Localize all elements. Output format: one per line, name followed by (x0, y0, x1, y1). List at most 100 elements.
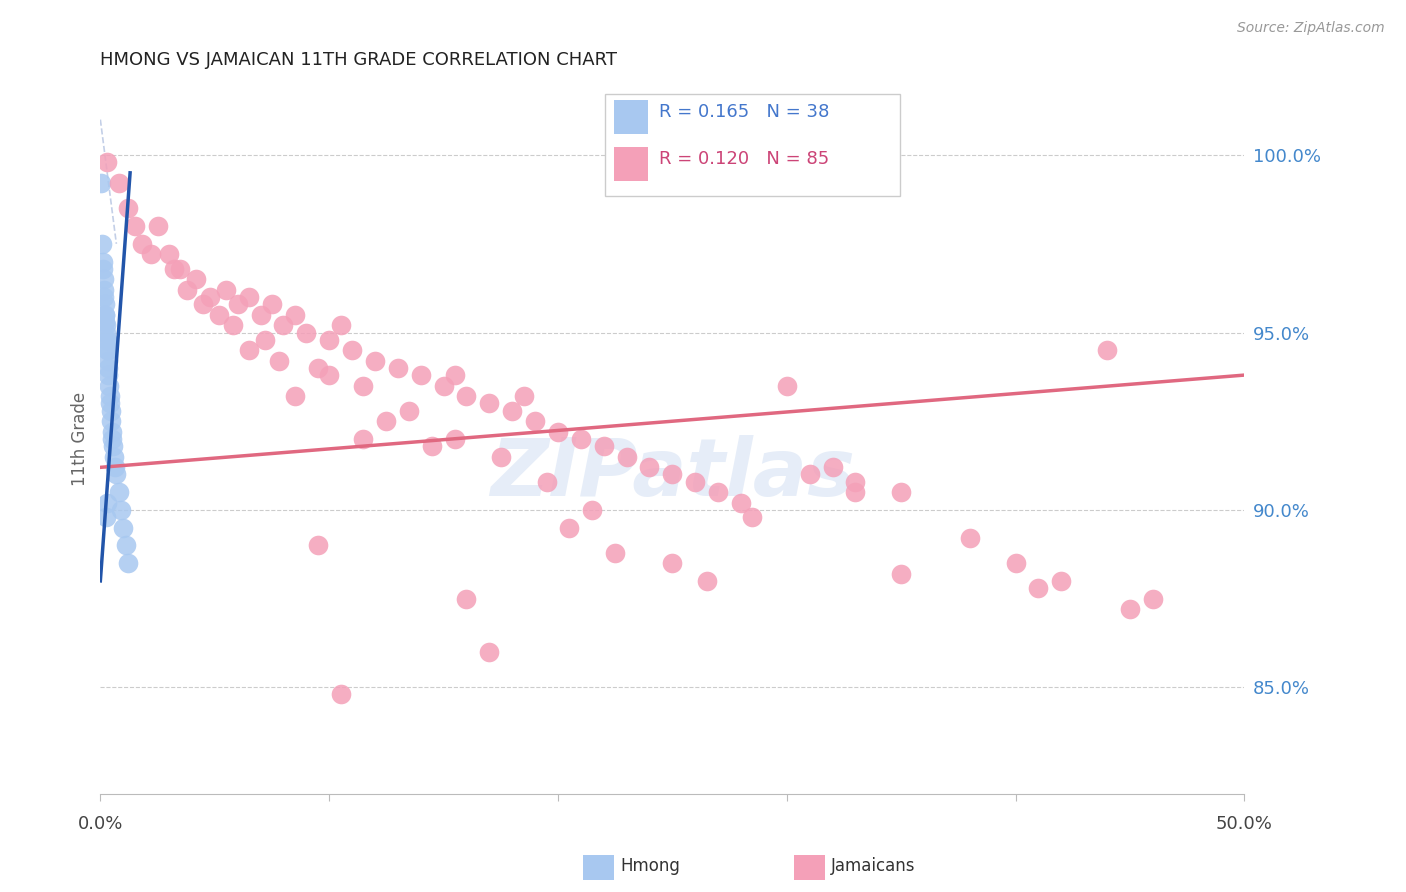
Point (353, 432, 375, 446)
Text: HMONG VS JAMAICAN 11TH GRADE CORRELATION CHART: HMONG VS JAMAICAN 11TH GRADE CORRELATION… (100, 51, 617, 69)
Point (97, 343, 120, 358)
Point (547, 425, 569, 439)
Point (96, 496, 118, 510)
Point (844, 485, 866, 500)
Point (409, 368, 432, 383)
Point (605, 545, 627, 559)
Point (157, 247, 180, 261)
Point (387, 361, 409, 376)
Point (101, 425, 124, 439)
Point (307, 538, 329, 552)
Point (776, 378, 799, 392)
Point (146, 219, 169, 233)
Point (117, 202, 139, 216)
Text: R = 0.165   N = 38: R = 0.165 N = 38 (659, 103, 830, 120)
Point (1050, 574, 1073, 588)
Point (226, 297, 249, 311)
Point (100, 414, 122, 428)
Point (821, 460, 844, 475)
Point (249, 308, 271, 322)
Point (260, 297, 283, 311)
Point (307, 361, 329, 376)
Text: Hmong: Hmong (620, 857, 681, 875)
Point (162, 261, 184, 276)
Point (353, 378, 375, 392)
Point (489, 450, 512, 464)
Point (318, 368, 340, 383)
Point (1119, 602, 1142, 616)
Point (96, 343, 118, 358)
Point (707, 485, 730, 500)
Point (329, 318, 352, 333)
Point (536, 475, 558, 489)
Point (398, 403, 420, 417)
Point (91, 236, 114, 251)
Point (741, 510, 763, 524)
Point (93, 290, 115, 304)
Point (295, 326, 318, 340)
Point (93, 283, 115, 297)
Point (94, 308, 117, 322)
Point (284, 308, 307, 322)
Point (104, 460, 127, 475)
Point (1142, 591, 1164, 606)
Point (592, 439, 614, 453)
Point (91, 261, 114, 276)
Point (524, 414, 547, 428)
Point (616, 450, 638, 464)
Point (98, 378, 121, 392)
Point (456, 389, 478, 403)
Point (318, 333, 340, 347)
Point (444, 432, 467, 446)
Point (169, 261, 191, 276)
Point (103, 450, 125, 464)
Point (844, 475, 866, 489)
Point (101, 439, 124, 453)
Point (661, 467, 683, 482)
Point (94, 326, 117, 340)
Point (478, 645, 501, 659)
Point (107, 177, 129, 191)
Point (101, 432, 124, 446)
Point (1095, 343, 1118, 358)
Point (890, 566, 912, 581)
Point (198, 290, 221, 304)
Point (107, 485, 129, 500)
Point (97, 368, 120, 383)
Point (1028, 581, 1050, 595)
Point (222, 318, 245, 333)
Y-axis label: 11th Grade: 11th Grade (72, 392, 89, 486)
Point (501, 403, 523, 417)
Point (364, 354, 387, 368)
Point (97, 361, 120, 376)
Point (456, 591, 478, 606)
Point (131, 236, 153, 251)
Point (91, 254, 114, 268)
Point (124, 219, 146, 233)
Point (98, 396, 121, 410)
Text: 0.0%: 0.0% (77, 815, 124, 833)
Point (94, 315, 117, 329)
Point (638, 460, 661, 475)
Text: R = 0.120   N = 85: R = 0.120 N = 85 (659, 150, 830, 168)
Point (112, 521, 135, 535)
Point (117, 556, 139, 570)
Point (890, 485, 912, 500)
Point (581, 503, 603, 517)
Point (512, 389, 534, 403)
Point (267, 354, 290, 368)
Point (186, 272, 208, 286)
Text: ZIPatlas: ZIPatlas (489, 435, 855, 514)
Point (193, 297, 215, 311)
Point (93, 272, 115, 286)
Point (478, 396, 501, 410)
Point (340, 343, 363, 358)
Point (329, 688, 352, 702)
Point (105, 467, 128, 482)
Text: Jamaicans: Jamaicans (831, 857, 915, 875)
Point (96, 155, 118, 169)
Point (558, 521, 581, 535)
Point (94, 510, 117, 524)
Point (273, 318, 295, 333)
Point (683, 475, 706, 489)
